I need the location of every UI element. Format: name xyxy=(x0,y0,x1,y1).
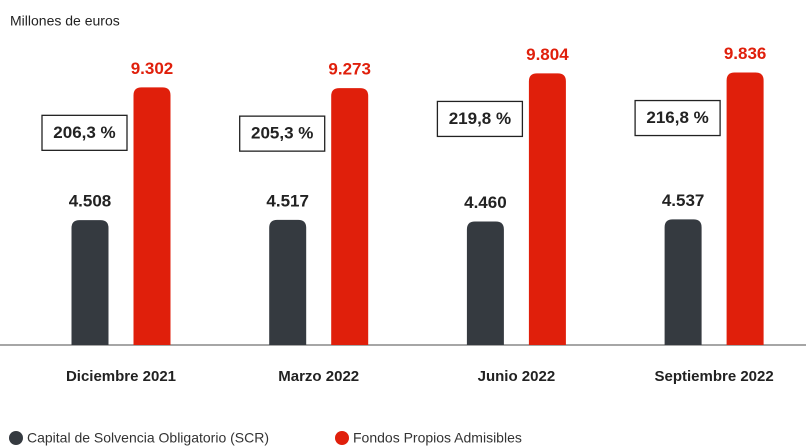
legend-label: Capital de Solvencia Obligatorio (SCR) xyxy=(27,430,269,446)
ratio-box xyxy=(436,100,524,138)
ratio-box xyxy=(634,99,721,137)
bar xyxy=(528,73,566,345)
chart-subtitle: Millones de euros xyxy=(10,13,120,29)
ratio-label: 205,3 % xyxy=(251,124,313,143)
legend-marker xyxy=(9,431,23,445)
value-label: 9.302 xyxy=(131,59,174,78)
value-label: 4.517 xyxy=(266,191,309,210)
bar xyxy=(331,88,369,345)
value-label: 9.836 xyxy=(724,44,767,63)
bar xyxy=(269,219,307,345)
value-label: 9.804 xyxy=(526,45,569,64)
legend-marker xyxy=(335,431,349,445)
bar xyxy=(664,219,702,345)
ratio-label: 216,8 % xyxy=(646,108,708,127)
legend-label: Fondos Propios Admisibles xyxy=(353,430,522,446)
bar xyxy=(71,220,109,345)
bar xyxy=(726,72,764,346)
bar xyxy=(466,221,504,345)
value-label: 4.508 xyxy=(69,192,112,211)
x-tick-label: Marzo 2022 xyxy=(278,368,359,385)
value-label: 4.460 xyxy=(464,193,507,212)
ratio-box xyxy=(41,114,128,151)
bar xyxy=(133,87,171,346)
x-tick-label: Septiembre 2022 xyxy=(654,368,773,385)
x-tick-label: Diciembre 2021 xyxy=(66,368,176,385)
ratio-box xyxy=(239,115,326,152)
value-label: 9.273 xyxy=(328,60,371,79)
ratio-label: 206,3 % xyxy=(53,123,115,142)
value-label: 4.537 xyxy=(662,191,705,210)
x-tick-label: Junio 2022 xyxy=(478,368,556,385)
ratio-label: 219,8 % xyxy=(449,109,511,128)
